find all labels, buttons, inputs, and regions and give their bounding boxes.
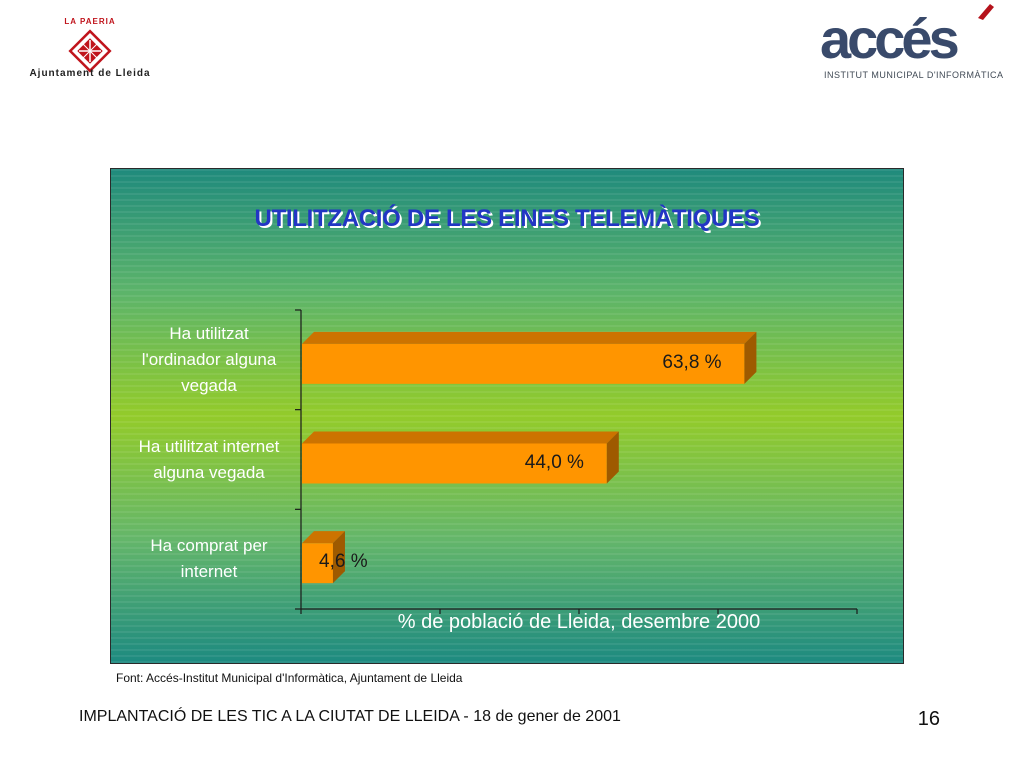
bar-front bbox=[302, 443, 607, 484]
bar-front bbox=[302, 343, 745, 384]
bar-top bbox=[302, 331, 757, 344]
page-number: 16 bbox=[917, 708, 940, 730]
paeria-shield-icon bbox=[68, 29, 112, 73]
bar-side bbox=[744, 331, 757, 384]
source-note: Font: Accés-Institut Municipal d'Informà… bbox=[116, 671, 463, 685]
bar-value-label: 4,6 % bbox=[319, 551, 368, 573]
category-label-line: vegada bbox=[181, 375, 237, 395]
bar-chart bbox=[295, 309, 858, 614]
category-label-line: alguna vegada bbox=[153, 462, 265, 482]
bar-top bbox=[302, 431, 619, 444]
bar-side bbox=[606, 431, 619, 484]
acces-logo: accés INSTITUT MUNICIPAL D'INFORMÀTICA bbox=[818, 4, 1008, 88]
category-label-line: Ha utilitzat bbox=[169, 323, 249, 343]
acces-brand-text: accés bbox=[820, 7, 958, 66]
bar-value-label: 44,0 % bbox=[524, 451, 584, 473]
footer-text: IMPLANTACIÓ DE LES TIC A LA CIUTAT DE LL… bbox=[79, 708, 621, 725]
chart-title: UTILITZACIÓ DE LES EINES TELEMÀTIQUES bbox=[254, 205, 760, 232]
category-label: Ha comprat per internet bbox=[121, 533, 297, 585]
bar-front bbox=[302, 543, 333, 584]
category-label-line: l'ordinador alguna bbox=[141, 349, 277, 369]
acces-logo-subtitle: INSTITUT MUNICIPAL D'INFORMÀTICA bbox=[824, 70, 1004, 80]
acces-brand-wordmark: accés bbox=[820, 4, 994, 66]
bar-top bbox=[302, 531, 345, 544]
x-axis-title: % de població de Lleida, desembre 2000 bbox=[397, 611, 761, 633]
category-label-line: Ha comprat per bbox=[150, 536, 268, 556]
category-label: Ha utilitzat l'ordinador alguna vegada bbox=[121, 321, 297, 399]
paeria-logo-top-text: LA PAERIA bbox=[64, 17, 116, 26]
paeria-logo-bottom-text: Ajuntament de Lleida bbox=[29, 68, 151, 79]
bar-value-label: 63,8 % bbox=[662, 351, 722, 373]
category-label-line: internet bbox=[180, 562, 238, 582]
paeria-logo: LA PAERIA Ajuntament de Lleida bbox=[10, 14, 170, 84]
category-label-line: Ha utilitzat internet bbox=[138, 436, 280, 456]
category-label: Ha utilitzat internet alguna vegada bbox=[121, 434, 297, 486]
chart-panel: UTILITZACIÓ DE LES EINES TELEMÀTIQUES Ha… bbox=[110, 168, 904, 664]
bar-side bbox=[332, 531, 345, 584]
